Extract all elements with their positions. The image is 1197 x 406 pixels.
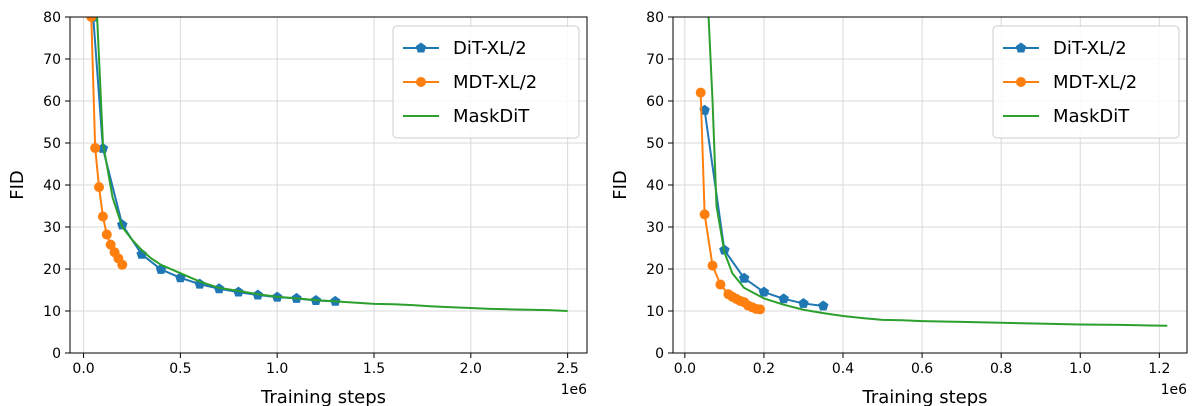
y-tick-label: 10	[43, 304, 61, 320]
data-point	[117, 259, 128, 270]
legend-box	[992, 25, 1180, 139]
series-group	[695, 17, 1168, 327]
x-tick-label: 2.0	[460, 361, 482, 377]
x-tick-label: 1.5	[363, 361, 385, 377]
data-point	[798, 297, 809, 308]
legend-swatch-marker	[415, 42, 427, 53]
legend-swatch-marker	[1016, 77, 1026, 87]
series-group	[86, 17, 568, 312]
y-tick-label: 10	[646, 304, 664, 320]
legend: DiT-XL/2 MDT-XL/2 MaskDiT	[992, 25, 1180, 139]
data-point	[707, 260, 718, 271]
x-tick-label: 1.0	[266, 361, 288, 377]
data-point	[86, 17, 97, 22]
y-tick-label: 50	[43, 136, 61, 152]
data-point	[754, 304, 765, 315]
data-point	[758, 286, 770, 297]
legend-swatch-marker	[416, 77, 426, 87]
y-tick-label: 70	[43, 52, 61, 68]
data-point	[101, 229, 112, 240]
x-tick-label: 1.0	[1069, 361, 1091, 377]
series-line-0	[92, 17, 336, 303]
series-line-1	[699, 92, 761, 311]
x-tick-label: 2.5	[557, 361, 579, 377]
x-axis-label: Training steps	[861, 387, 987, 406]
y-tick-label: 60	[646, 94, 664, 110]
x-tick-label: 0.6	[911, 361, 933, 377]
data-point	[94, 182, 105, 193]
legend-label: MDT-XL/2	[1053, 72, 1137, 93]
data-point	[105, 239, 116, 250]
y-tick-label: 0	[52, 346, 61, 362]
data-point	[695, 87, 706, 98]
legend-label: MDT-XL/2	[453, 72, 537, 93]
y-tick-label: 60	[43, 94, 61, 110]
y-tick-label: 80	[646, 10, 664, 26]
y-tick-label: 30	[646, 220, 664, 236]
x-tick-label: 0.0	[674, 361, 696, 377]
x-tick-label: 0.2	[753, 361, 775, 377]
legend: DiT-XL/2 MDT-XL/2 MaskDiT	[392, 25, 580, 139]
legend-label: MaskDiT	[1053, 106, 1130, 127]
data-point	[715, 279, 726, 290]
y-tick-label: 70	[646, 52, 664, 68]
y-tick-label: 50	[646, 136, 664, 152]
chart-panel-1: 0.0 0.5 1.0 1.5 2.0 2.5 0 10 20 30 40 50 60 70 80 Train…	[7, 10, 588, 406]
x-tick-label: 0.0	[72, 361, 94, 377]
chart-panel-2: 0.0 0.2 0.4 0.6 0.8 1.0 1.2 0 10 20 30 40 50 60 70 80 Tr…	[610, 10, 1188, 406]
legend-label: MaskDiT	[453, 106, 530, 127]
legend-swatch-marker	[1015, 42, 1027, 53]
legend-label: DiT-XL/2	[453, 38, 527, 59]
y-tick-label: 80	[43, 10, 61, 26]
x-offset-text: 1e6	[561, 382, 588, 398]
data-point	[90, 143, 101, 154]
series-line-2	[96, 17, 568, 312]
y-tick-label: 40	[646, 178, 664, 194]
data-point	[778, 293, 789, 304]
data-point	[97, 211, 108, 222]
legend-box	[392, 25, 580, 139]
x-tick-label: 1.2	[1148, 361, 1170, 377]
x-tick-label: 0.8	[990, 361, 1012, 377]
y-tick-label: 20	[646, 262, 664, 278]
data-point	[738, 272, 750, 283]
y-axis-label: FID	[610, 170, 631, 200]
legend-label: DiT-XL/2	[1053, 38, 1127, 59]
x-offset-text: 1e6	[1161, 382, 1188, 398]
y-tick-label: 30	[43, 220, 61, 236]
x-tick-label: 0.4	[832, 361, 854, 377]
series-line-2	[707, 17, 1168, 327]
y-axis-label: FID	[7, 170, 28, 200]
x-axis-label: Training steps	[260, 387, 386, 406]
x-tick-label: 0.5	[169, 361, 191, 377]
y-tick-label: 40	[43, 178, 61, 194]
data-point	[699, 209, 710, 220]
y-tick-label: 20	[43, 262, 61, 278]
data-point	[818, 300, 829, 311]
y-tick-label: 0	[655, 346, 664, 362]
